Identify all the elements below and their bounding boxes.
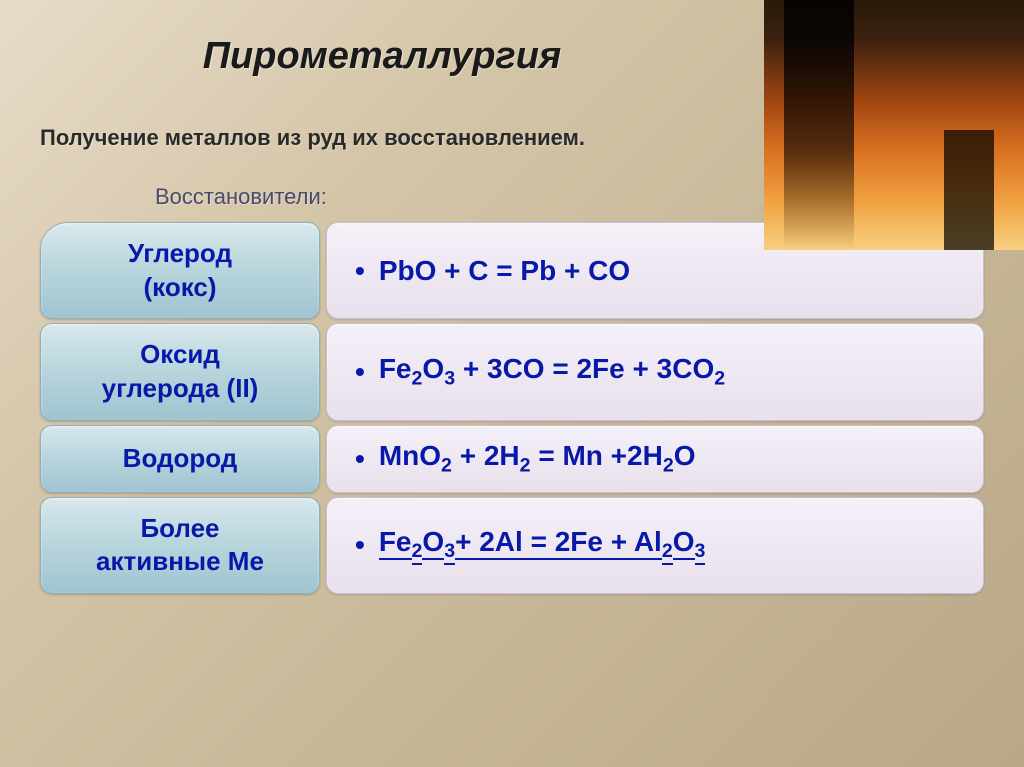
equation-text: Fe2O3+ 2Al = 2Fe + Al2O3: [379, 526, 706, 566]
equation-cell: • Fe2O3+ 2Al = 2Fe + Al2O3: [326, 497, 984, 595]
table-row: Более активные Ме • Fe2O3+ 2Al = 2Fe + A…: [40, 497, 984, 595]
equation-text: MnO2 + 2H2 = Mn +2H2O: [379, 440, 696, 478]
equation-text: Fe2O3 + 3CO = 2Fe + 3CO2: [379, 353, 725, 391]
bullet-icon: •: [355, 529, 365, 561]
reducer-cell: Более активные Ме: [40, 497, 320, 595]
reducer-name-line1: Более: [140, 512, 219, 546]
equation-text: PbO + C = Pb + CO: [379, 255, 630, 287]
reducer-name-line1: Оксид: [140, 338, 220, 372]
slide-container: Пирометаллургия Получение металлов из ру…: [0, 0, 1024, 767]
bullet-icon: •: [355, 255, 365, 287]
bullet-icon: •: [355, 443, 365, 475]
table-row: Оксид углерода (II) • Fe2O3 + 3CO = 2Fe …: [40, 323, 984, 421]
reducer-name-line1: Водород: [123, 442, 238, 476]
smokestack-image: [764, 0, 1024, 250]
equation-cell: • MnO2 + 2H2 = Mn +2H2O: [326, 425, 984, 493]
table-row: Водород • MnO2 + 2H2 = Mn +2H2O: [40, 425, 984, 493]
reducer-name-line2: (кокс): [144, 271, 217, 305]
bullet-icon: •: [355, 356, 365, 388]
reducers-table: Углерод (кокс) • PbO + C = Pb + CO Оксид…: [40, 222, 984, 594]
reducer-cell: Углерод (кокс): [40, 222, 320, 320]
reducer-cell: Оксид углерода (II): [40, 323, 320, 421]
reducer-name-line2: активные Ме: [96, 545, 264, 579]
reducer-cell: Водород: [40, 425, 320, 493]
reducer-name-line2: углерода (II): [102, 372, 259, 406]
equation-cell: • Fe2O3 + 3CO = 2Fe + 3CO2: [326, 323, 984, 421]
reducer-name-line1: Углерод: [128, 237, 232, 271]
